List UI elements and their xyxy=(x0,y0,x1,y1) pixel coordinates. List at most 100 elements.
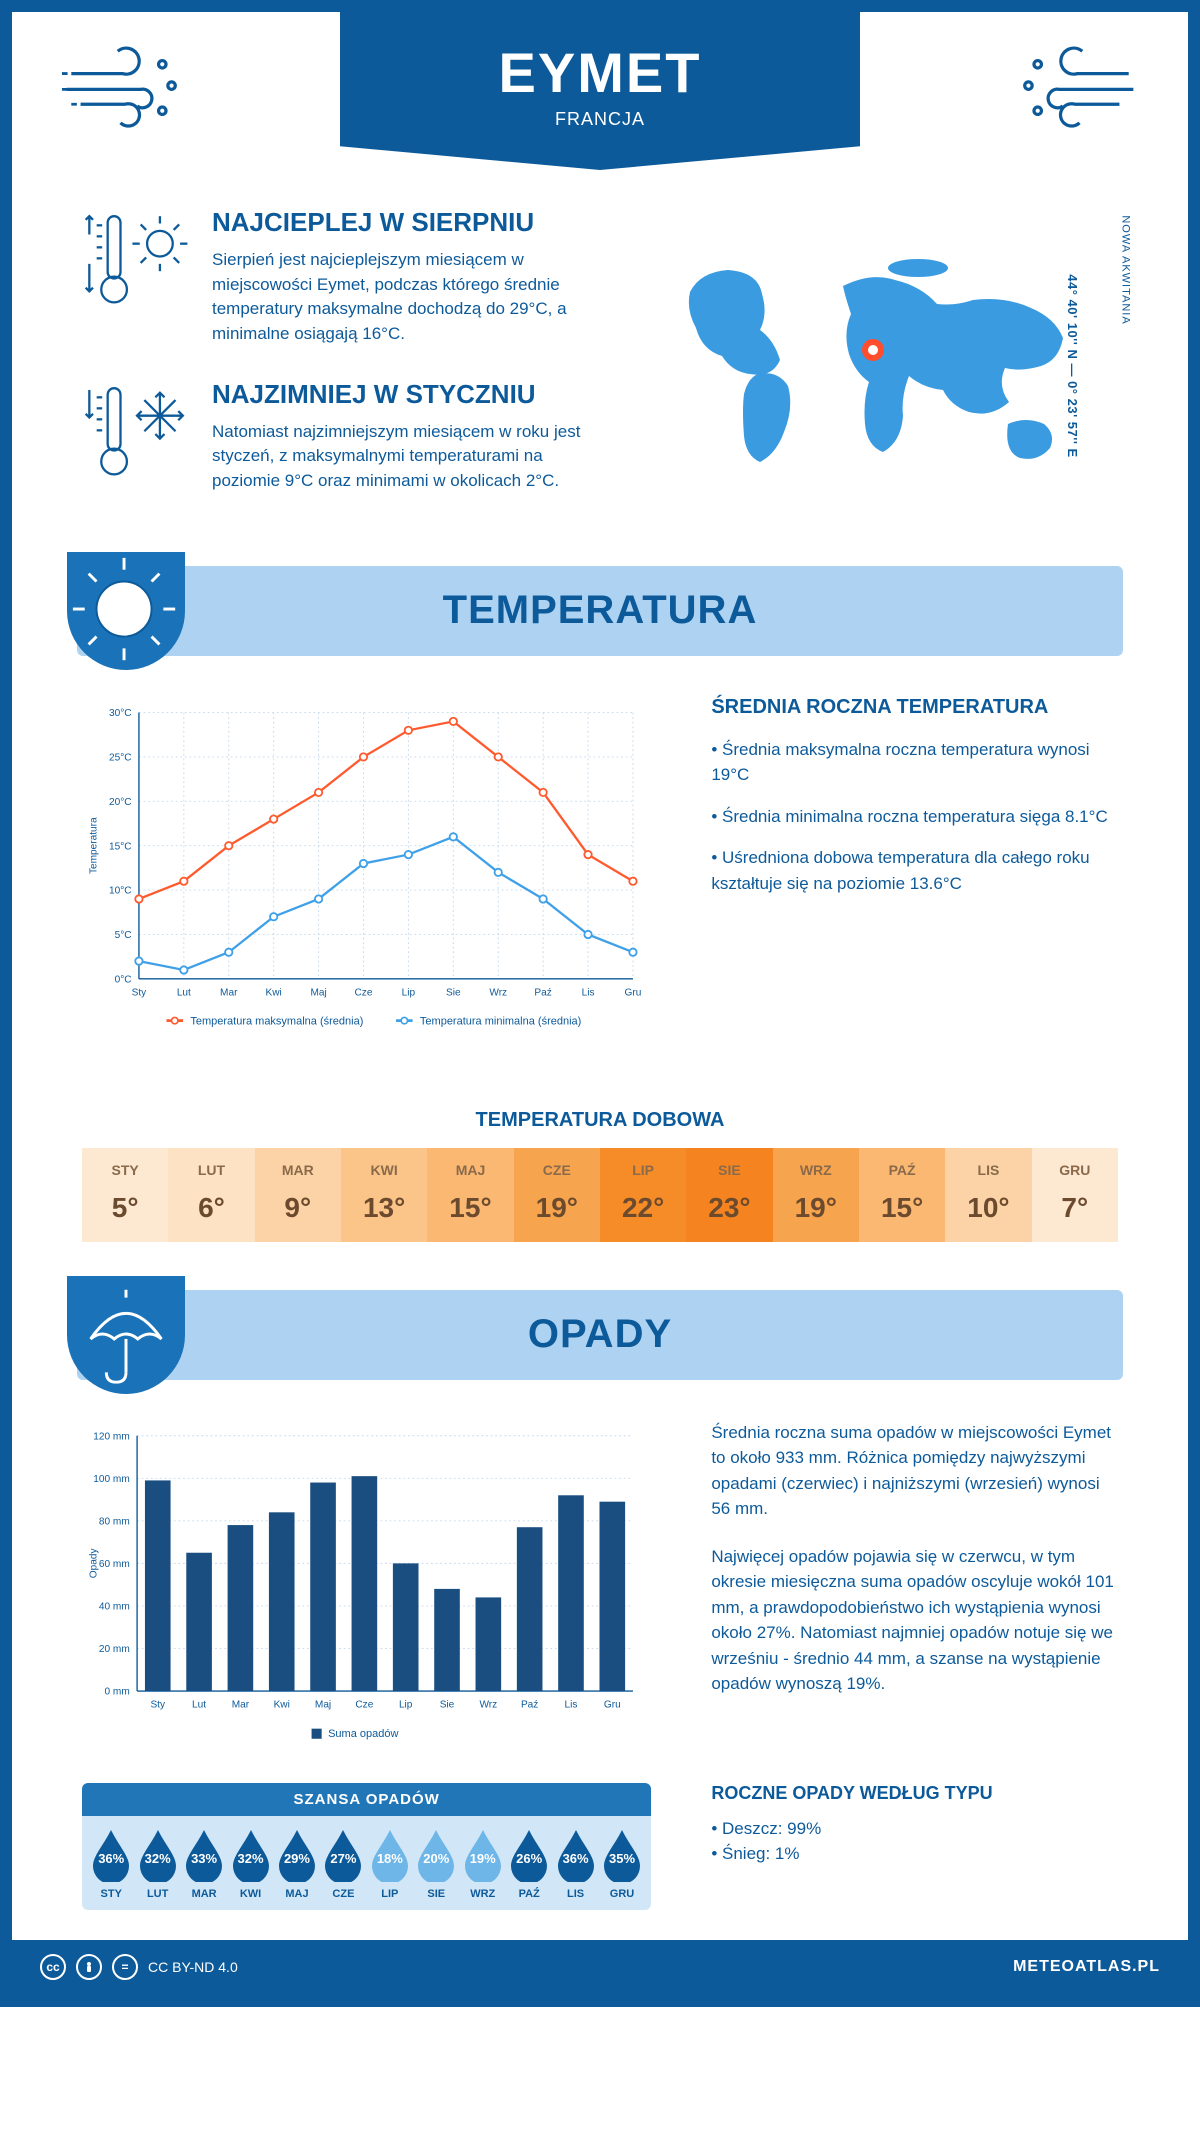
precipitation-bar-chart: 0 mm20 mm40 mm60 mm80 mm100 mm120 mmOpad… xyxy=(82,1420,651,1765)
chance-drop: 32% LUT xyxy=(136,1828,180,1900)
raindrop-icon: 33% xyxy=(182,1828,226,1882)
chance-month: MAR xyxy=(182,1888,226,1900)
raindrop-icon: 27% xyxy=(321,1828,365,1882)
svg-text:Lip: Lip xyxy=(399,1699,413,1710)
chance-month: PAŹ xyxy=(507,1888,551,1900)
chance-month: CZE xyxy=(321,1888,365,1900)
footer: cc = CC BY-ND 4.0 METEOATLAS.PL xyxy=(12,1940,1188,1995)
map-pin-icon xyxy=(862,339,884,361)
wind-icon-left xyxy=(62,40,192,140)
svg-text:Wrz: Wrz xyxy=(479,1699,497,1710)
sun-icon xyxy=(67,552,185,670)
precipitation-section-title: OPADY xyxy=(77,1312,1123,1357)
page-border: EYMET FRANCJA xyxy=(0,0,1200,2007)
daily-temp-cell: LIP22° xyxy=(600,1148,686,1242)
svg-text:Temperatura: Temperatura xyxy=(89,817,100,874)
daily-temp-value: 10° xyxy=(945,1192,1031,1224)
svg-text:Temperatura maksymalna (średni: Temperatura maksymalna (średnia) xyxy=(190,1015,363,1027)
daily-temp-month: STY xyxy=(82,1162,168,1178)
chance-month: STY xyxy=(89,1888,133,1900)
svg-text:120 mm: 120 mm xyxy=(93,1431,129,1442)
chance-value: 27% xyxy=(330,1851,356,1866)
raindrop-icon: 19% xyxy=(461,1828,505,1882)
chance-month: LIP xyxy=(368,1888,412,1900)
intro-left: NAJCIEPLEJ W SIERPNIU Sierpień jest najc… xyxy=(82,207,609,526)
daily-temp-title: TEMPERATURA DOBOWA xyxy=(12,1109,1188,1132)
chance-drop: 32% KWI xyxy=(229,1828,273,1900)
svg-text:20 mm: 20 mm xyxy=(99,1644,130,1655)
avg-temp-bullet1: • Średnia maksymalna roczna temperatura … xyxy=(711,737,1118,788)
header: EYMET FRANCJA xyxy=(12,12,1188,177)
daily-temp-month: PAŹ xyxy=(859,1162,945,1178)
daily-temp-value: 5° xyxy=(82,1192,168,1224)
svg-text:Wrz: Wrz xyxy=(489,987,507,998)
chance-drop: 20% SIE xyxy=(414,1828,458,1900)
daily-temp-value: 15° xyxy=(859,1192,945,1224)
daily-temp-month: KWI xyxy=(341,1162,427,1178)
svg-text:100 mm: 100 mm xyxy=(93,1474,129,1485)
svg-text:Maj: Maj xyxy=(310,987,326,998)
svg-text:Temperatura minimalna (średnia: Temperatura minimalna (średnia) xyxy=(420,1015,581,1027)
svg-text:40 mm: 40 mm xyxy=(99,1601,130,1612)
svg-text:5°C: 5°C xyxy=(115,930,132,941)
precipitation-row: 0 mm20 mm40 mm60 mm80 mm100 mm120 mmOpad… xyxy=(12,1410,1188,1783)
raindrop-icon: 36% xyxy=(89,1828,133,1882)
svg-text:Mar: Mar xyxy=(232,1699,250,1710)
coldest-body: Natomiast najzimniejszym miesiącem w rok… xyxy=(212,420,609,494)
svg-text:Cze: Cze xyxy=(355,1699,373,1710)
daily-temp-month: LIS xyxy=(945,1162,1031,1178)
precip-type-snow: • Śnieg: 1% xyxy=(711,1841,1118,1867)
temperature-line-chart: 0°C5°C10°C15°C20°C25°C30°CStyLutMarKwiMa… xyxy=(82,696,651,1061)
daily-temp-month: MAJ xyxy=(427,1162,513,1178)
daily-temp-cell: LIS 10° xyxy=(945,1148,1031,1242)
daily-temp-month: CZE xyxy=(514,1162,600,1178)
chance-value: 35% xyxy=(609,1851,635,1866)
precipitation-side-text: Średnia roczna suma opadów w miejscowośc… xyxy=(711,1420,1118,1765)
chance-month: SIE xyxy=(414,1888,458,1900)
svg-text:60 mm: 60 mm xyxy=(99,1559,130,1570)
chance-value: 26% xyxy=(516,1851,542,1866)
wind-icon-right xyxy=(1008,40,1138,140)
coldest-text: NAJZIMNIEJ W STYCZNIU Natomiast najzimni… xyxy=(212,379,609,494)
umbrella-icon xyxy=(67,1276,185,1394)
svg-text:Lut: Lut xyxy=(192,1699,206,1710)
temperature-row: 0°C5°C10°C15°C20°C25°C30°CStyLutMarKwiMa… xyxy=(12,686,1188,1091)
daily-temp-month: GRU xyxy=(1032,1162,1118,1178)
avg-temp-bullet2: • Średnia minimalna roczna temperatura s… xyxy=(711,804,1118,830)
intro-right: NOWA AKWITANIA 44° 40' 10'' N — 0° 23' 5… xyxy=(639,207,1118,526)
thermometer-snow-icon xyxy=(82,379,192,494)
raindrop-icon: 20% xyxy=(414,1828,458,1882)
hottest-title: NAJCIEPLEJ W SIERPNIU xyxy=(212,207,609,238)
daily-temp-cell: WRZ19° xyxy=(773,1148,859,1242)
daily-temp-value: 19° xyxy=(514,1192,600,1224)
svg-text:Sie: Sie xyxy=(446,987,461,998)
chance-body: 36% STY 32% LUT 33% MAR 32% KWI 29% MAJ xyxy=(82,1816,651,1910)
precip-para2: Najwięcej opadów pojawia się w czerwcu, … xyxy=(711,1544,1118,1697)
svg-text:0°C: 0°C xyxy=(115,974,132,985)
svg-text:Kwi: Kwi xyxy=(266,987,282,998)
daily-temp-value: 22° xyxy=(600,1192,686,1224)
chance-drop: 35% GRU xyxy=(600,1828,644,1900)
chance-value: 20% xyxy=(423,1851,449,1866)
daily-temp-cell: STY 5° xyxy=(82,1148,168,1242)
precipitation-band: OPADY xyxy=(77,1290,1123,1380)
chance-drop: 26% PAŹ xyxy=(507,1828,551,1900)
svg-text:Mar: Mar xyxy=(220,987,238,998)
chance-value: 18% xyxy=(377,1851,403,1866)
svg-text:Paź: Paź xyxy=(534,987,551,998)
daily-temp-month: LUT xyxy=(168,1162,254,1178)
daily-temp-value: 6° xyxy=(168,1192,254,1224)
raindrop-icon: 32% xyxy=(229,1828,273,1882)
svg-text:15°C: 15°C xyxy=(109,841,132,852)
precip-type-panel: ROCZNE OPADY WEDŁUG TYPU • Deszcz: 99% •… xyxy=(711,1783,1118,1910)
daily-temp-cell: LUT 6° xyxy=(168,1148,254,1242)
chance-drop: 36% LIS xyxy=(554,1828,598,1900)
country-subtitle: FRANCJA xyxy=(340,109,860,130)
chance-drop: 36% STY xyxy=(89,1828,133,1900)
daily-temp-value: 15° xyxy=(427,1192,513,1224)
svg-text:25°C: 25°C xyxy=(109,752,132,763)
raindrop-icon: 29% xyxy=(275,1828,319,1882)
chance-drop: 33% MAR xyxy=(182,1828,226,1900)
svg-text:Gru: Gru xyxy=(625,987,642,998)
hottest-text: NAJCIEPLEJ W SIERPNIU Sierpień jest najc… xyxy=(212,207,609,347)
